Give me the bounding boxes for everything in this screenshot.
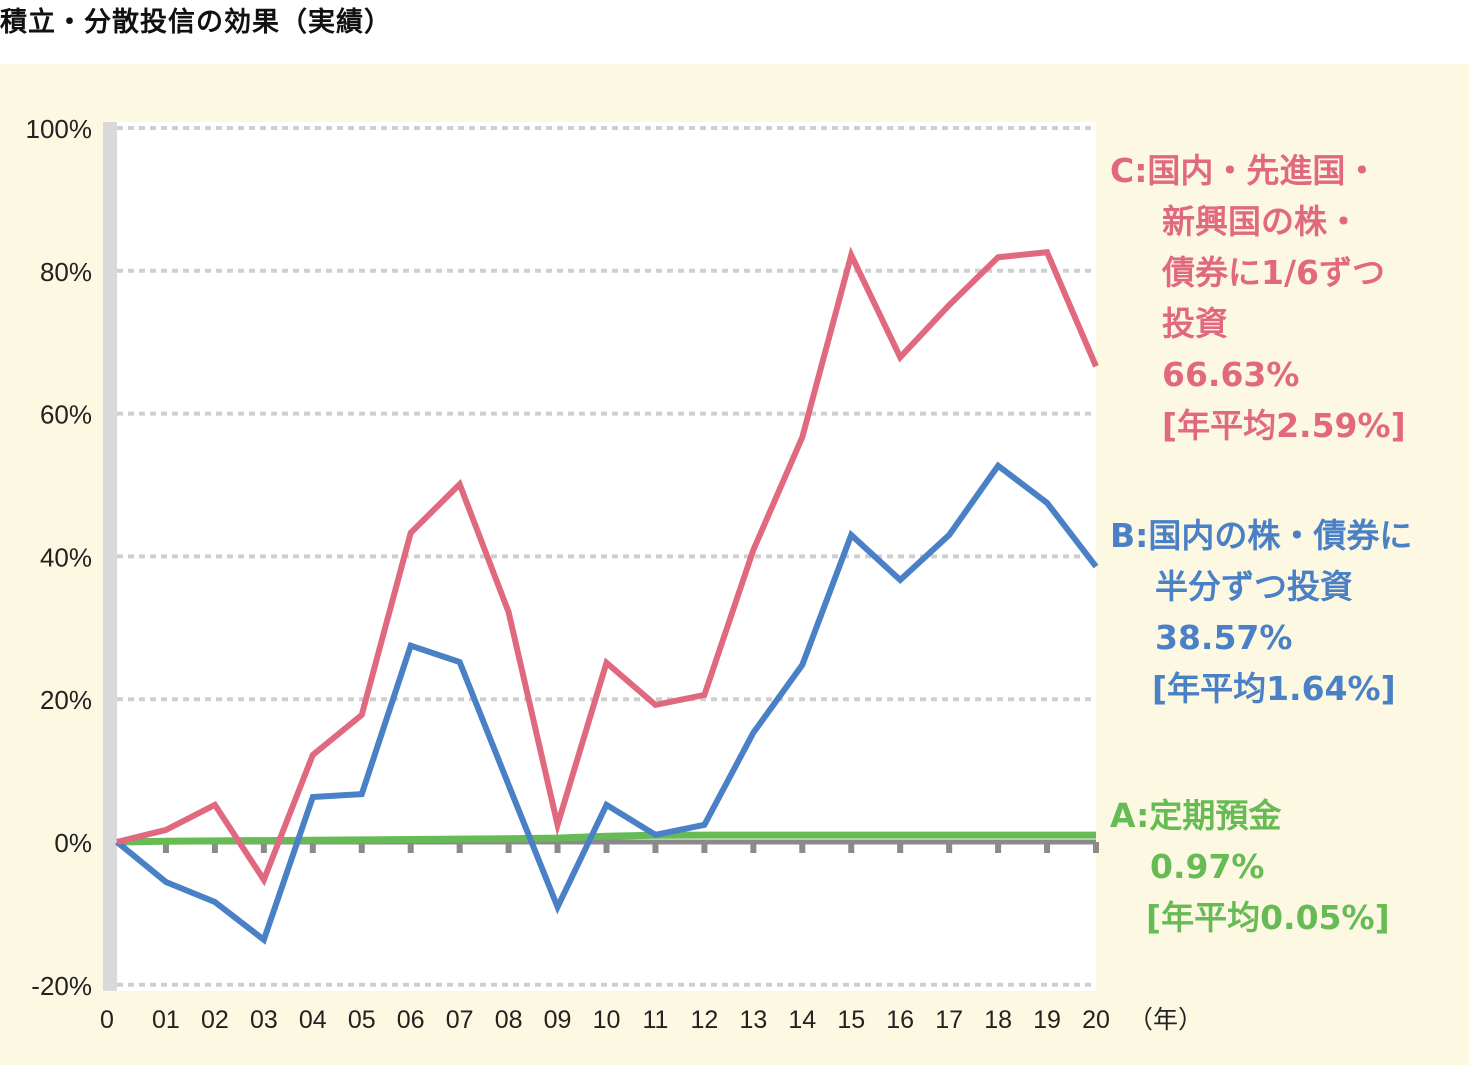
x-tick: [554, 842, 561, 853]
x-tick: [407, 842, 414, 853]
x-tick-label: 06: [397, 1006, 425, 1034]
y-tick-label: 100%: [26, 114, 93, 144]
x-tick: [1044, 842, 1051, 853]
x-tick: [652, 842, 659, 853]
annotation-c-line: C:国内・先進国・: [1110, 151, 1379, 190]
x-tick-label: 04: [299, 1006, 327, 1034]
annotation-a: A:定期預金 0.97% [年平均0.05%]: [1110, 790, 1390, 943]
x-tick: [358, 842, 365, 853]
annotation-c-line: 66.63%: [1162, 355, 1300, 394]
y-tick-label: 80%: [40, 257, 92, 287]
x-tick-label: 03: [250, 1006, 278, 1034]
annotation-a-line: 0.97%: [1150, 847, 1265, 886]
annotation-c-line: 投資: [1162, 304, 1228, 343]
x-tick: [701, 842, 708, 853]
annotation-b-line: B:国内の株・債券に: [1110, 516, 1413, 555]
annotation-a-line: [年平均0.05%]: [1146, 898, 1390, 937]
annotation-b: B:国内の株・債券に 半分ずつ投資 38.57% [年平均1.64%]: [1110, 510, 1412, 714]
x-tick-label: 07: [446, 1006, 474, 1034]
x-tick: [260, 842, 267, 853]
annotation-b-line: 38.57%: [1155, 618, 1293, 657]
x-tick: [750, 842, 757, 853]
y-tick-label: 20%: [40, 685, 92, 715]
annotation-b-line: 半分ずつ投資: [1155, 567, 1353, 606]
y-tick-label: 0%: [54, 828, 92, 858]
annotation-c-line: 債券に1/6ずつ: [1162, 253, 1385, 292]
x-tick-label: 08: [495, 1006, 523, 1034]
x-tick-label: 13: [739, 1006, 767, 1034]
annotation-c-line: [年平均2.59%]: [1162, 406, 1406, 445]
x-tick-label: 10: [593, 1006, 621, 1034]
chart-title: 積立・分散投信の効果（実績）: [0, 7, 392, 38]
x-tick-label: 05: [348, 1006, 376, 1034]
x-tick: [603, 842, 610, 853]
x-tick: [162, 842, 169, 853]
x-tick: [848, 842, 855, 853]
x-tick: [897, 842, 904, 853]
x-tick-label: 19: [1033, 1006, 1061, 1034]
x-tick: [456, 842, 463, 853]
x-tick-label: 17: [935, 1006, 963, 1034]
y-axis-bar: [103, 122, 117, 991]
x-tick: [1093, 842, 1099, 853]
y-tick-label: -20%: [31, 971, 92, 1001]
x-tick: [505, 842, 512, 853]
annotation-b-line: [年平均1.64%]: [1152, 669, 1396, 708]
x-tick-label: 18: [984, 1006, 1012, 1034]
x-tick-label: 11: [642, 1006, 668, 1034]
annotation-c-line: 新興国の株・: [1162, 202, 1360, 241]
x-tick: [995, 842, 1002, 853]
x-tick: [946, 842, 953, 853]
y-tick-label: 40%: [40, 542, 92, 572]
annotation-a-line: A:定期預金: [1110, 796, 1282, 835]
y-tick-label: 60%: [40, 400, 92, 430]
x-tick-label: 16: [886, 1006, 914, 1034]
x-tick: [211, 842, 218, 853]
x-tick: [309, 842, 316, 853]
x-tick-label: 15: [837, 1006, 865, 1034]
x-tick-label: 20: [1082, 1006, 1110, 1034]
x-tick-label: 14: [788, 1006, 816, 1034]
x-tick-label: 02: [201, 1006, 229, 1034]
x-tick-label: 09: [544, 1006, 572, 1034]
x-tick: [799, 842, 806, 853]
x-axis-label: （年）: [1128, 1005, 1203, 1034]
annotation-c: C:国内・先進国・ 新興国の株・ 債券に1/6ずつ 投資 66.63% [年平均…: [1110, 145, 1406, 451]
x-tick-label: 01: [152, 1006, 180, 1034]
x-tick-label: 0: [100, 1006, 114, 1034]
x-tick-label: 12: [690, 1006, 718, 1034]
